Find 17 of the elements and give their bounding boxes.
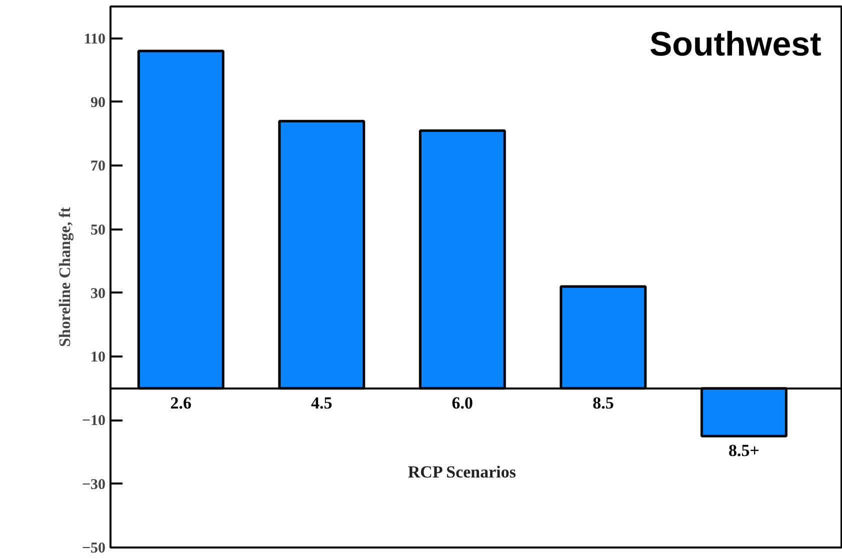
y-tick-label: −10 xyxy=(82,413,106,430)
y-tick-label: −30 xyxy=(82,476,106,493)
y-tick-label: 50 xyxy=(90,222,106,238)
y-axis-title: Shoreline Change, ft xyxy=(56,206,74,347)
x-axis-title: RCP Scenarios xyxy=(408,462,516,482)
x-tick-label: 8.5 xyxy=(592,393,614,412)
x-tick-label: 8.5+ xyxy=(728,441,760,460)
y-tick-label: 70 xyxy=(90,158,106,175)
x-tick-label: 6.0 xyxy=(452,393,474,412)
y-tick-label: 90 xyxy=(90,94,106,111)
x-tick-label: 4.5 xyxy=(311,393,332,412)
text: Southwest xyxy=(649,25,822,64)
y-tick-label: 10 xyxy=(90,350,106,366)
y-tick-label: 30 xyxy=(90,286,106,302)
y-tick-label: 110 xyxy=(84,31,106,48)
x-tick-label: 2.6 xyxy=(170,393,192,412)
y-tick-label: −50 xyxy=(82,540,106,556)
